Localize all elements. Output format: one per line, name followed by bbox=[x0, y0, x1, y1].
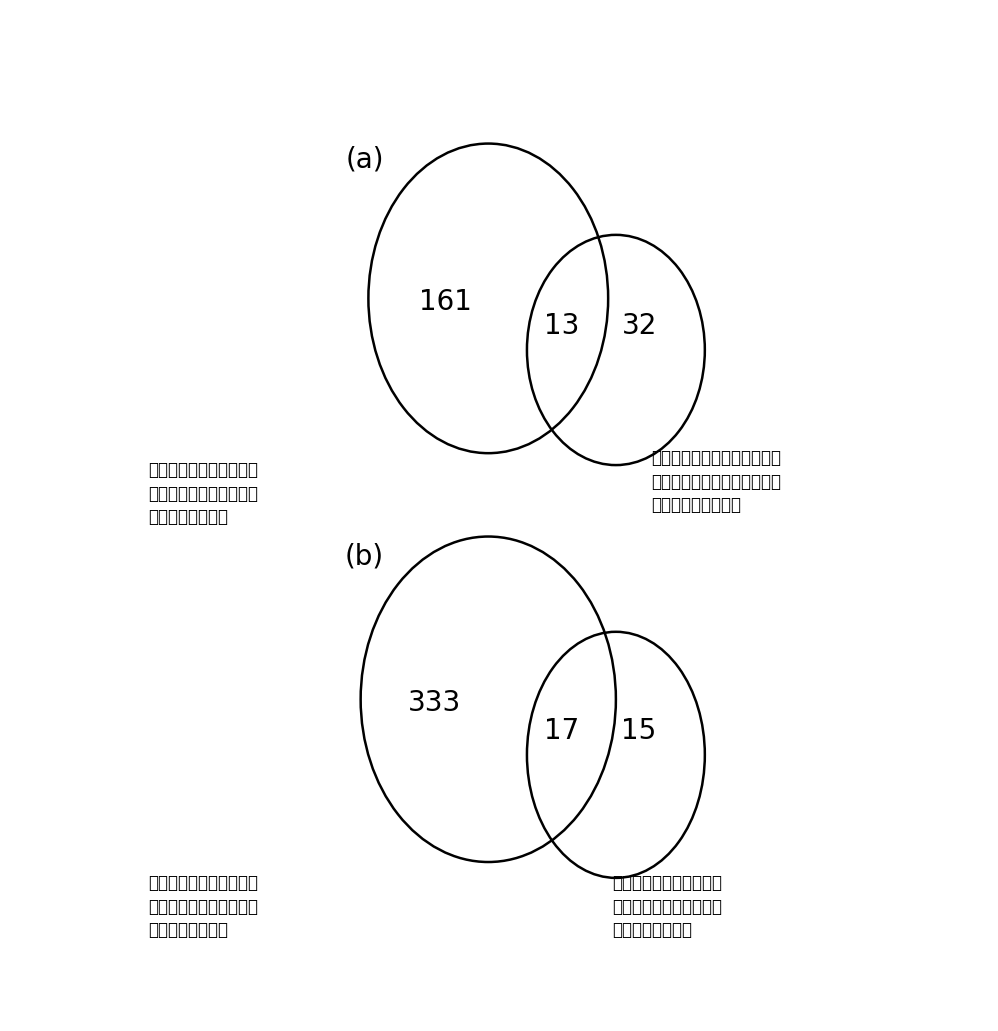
Text: 黑暗条件培养的菌丝与光照诱
导但还未出原基的菌丝对比组
表达下调的基因数量: 黑暗条件培养的菌丝与光照诱 导但还未出原基的菌丝对比组 表达下调的基因数量 bbox=[651, 450, 780, 514]
Text: 32: 32 bbox=[622, 312, 657, 340]
Text: 17: 17 bbox=[544, 717, 580, 745]
Text: 黑暗条件培养的菌丝与光
照诱导后的原基对比组表
达上调的基因数量: 黑暗条件培养的菌丝与光 照诱导后的原基对比组表 达上调的基因数量 bbox=[612, 874, 722, 939]
Text: 333: 333 bbox=[407, 690, 461, 718]
Text: 13: 13 bbox=[544, 312, 580, 340]
Text: 黑暗条件培养的菌丝与光
照诱导后的原基对比组表
达上调的基因数量: 黑暗条件培养的菌丝与光 照诱导后的原基对比组表 达上调的基因数量 bbox=[148, 874, 257, 939]
Text: 黑暗条件培养的菌丝与光
照诱导后的原基对比组表
达下调的基因数量: 黑暗条件培养的菌丝与光 照诱导后的原基对比组表 达下调的基因数量 bbox=[148, 461, 257, 526]
Text: 161: 161 bbox=[419, 289, 472, 317]
Text: 15: 15 bbox=[622, 717, 657, 745]
Text: (a): (a) bbox=[345, 145, 384, 173]
Text: (b): (b) bbox=[345, 542, 384, 570]
